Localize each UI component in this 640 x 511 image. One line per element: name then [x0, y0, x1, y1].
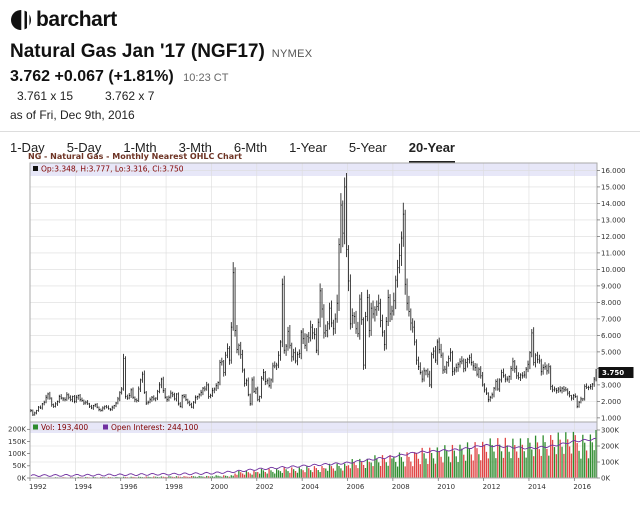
price-change: +0.067 — [54, 68, 104, 85]
tab-1-year[interactable]: 1-Year — [289, 140, 327, 155]
tab-1-mth[interactable]: 1-Mth — [123, 140, 157, 155]
chart-plot-area[interactable] — [30, 163, 597, 478]
svg-text:200K: 200K — [601, 442, 619, 450]
svg-text:2012: 2012 — [483, 483, 501, 491]
svg-text:11.000: 11.000 — [601, 249, 626, 257]
svg-text:100K: 100K — [8, 450, 26, 458]
svg-text:1996: 1996 — [120, 483, 138, 491]
tab-5-day[interactable]: 5-Day — [66, 140, 102, 155]
logo-text: barchart — [36, 8, 117, 31]
bid-size: 3.761 x 15 — [17, 89, 74, 103]
price-change-pct: (+1.81%) — [108, 68, 174, 85]
svg-text:1.000: 1.000 — [601, 414, 621, 422]
barchart-logo[interactable]: barchart — [10, 8, 630, 32]
ohlc-chart-svg[interactable]: 16.000 15.000 14.000 13.000 12.000 11.000 10.0… — [0, 150, 640, 506]
svg-text:3.750: 3.750 — [602, 369, 624, 377]
quote-price-row: 3.762 +0.067 (+1.81%) 10:23 CT — [10, 68, 630, 86]
svg-text:300K: 300K — [601, 426, 619, 434]
svg-text:12.000: 12.000 — [601, 233, 626, 241]
barchart-logo-icon — [11, 9, 31, 31]
svg-text:2006: 2006 — [347, 483, 365, 491]
svg-text:9.000: 9.000 — [601, 282, 621, 290]
tab-3-mth[interactable]: 3-Mth — [178, 140, 212, 155]
price-chart: 16.000 15.000 14.000 13.000 12.000 11.000 10.0… — [0, 150, 640, 506]
svg-text:1994: 1994 — [74, 483, 92, 491]
svg-text:13.000: 13.000 — [601, 216, 626, 224]
svg-text:2008: 2008 — [392, 483, 410, 491]
svg-text:7.000: 7.000 — [601, 315, 621, 323]
svg-text:Open Interest: 244,100: Open Interest: 244,100 — [111, 423, 198, 432]
svg-text:15.000: 15.000 — [601, 183, 626, 191]
svg-text:2004: 2004 — [301, 483, 319, 491]
svg-text:50K: 50K — [13, 462, 27, 470]
quote-time: 10:23 CT — [183, 72, 229, 84]
svg-text:150K: 150K — [8, 438, 26, 446]
svg-text:Op:3.348, H:3.777, Lo:3.316, C: Op:3.348, H:3.777, Lo:3.316, Cl:3.750 — [41, 165, 184, 174]
page-title: Natural Gas Jan '17 (NGF17) — [10, 41, 265, 62]
ask-size: 3.762 x 7 — [105, 89, 155, 103]
svg-text:2002: 2002 — [256, 483, 274, 491]
svg-text:10.000: 10.000 — [601, 266, 626, 274]
svg-text:3.000: 3.000 — [601, 381, 621, 389]
svg-text:0K: 0K — [17, 474, 26, 482]
svg-text:2014: 2014 — [528, 483, 546, 491]
svg-text:0K: 0K — [601, 474, 610, 482]
svg-text:14.000: 14.000 — [601, 200, 626, 208]
bid-ask-row: 3.761 x 15 3.762 x 7 — [17, 89, 630, 103]
svg-text:1992: 1992 — [29, 483, 47, 491]
svg-text:2000: 2000 — [210, 483, 228, 491]
svg-text:1998: 1998 — [165, 483, 183, 491]
tab-6-mth[interactable]: 6-Mth — [233, 140, 268, 155]
svg-text:100K: 100K — [601, 458, 619, 466]
svg-text:2.000: 2.000 — [601, 398, 621, 406]
svg-text:Vol: 193,400: Vol: 193,400 — [41, 423, 88, 432]
svg-text:200K: 200K — [8, 426, 26, 434]
timeframe-tabs: 1-Day 5-Day 1-Mth 3-Mth 6-Mth 1-Year 5-Year 20-… — [0, 131, 640, 163]
tab-1-day[interactable]: 1-Day — [10, 140, 45, 155]
svg-text:8.000: 8.000 — [601, 299, 621, 307]
tab-20-year[interactable]: 20-Year — [408, 140, 455, 163]
svg-text:2016: 2016 — [573, 483, 591, 491]
svg-text:2010: 2010 — [437, 483, 455, 491]
page-header: barchart Natural Gas Jan '17 (NGF17) NYM… — [0, 0, 640, 122]
as-of-date: as of Fri, Dec 9th, 2016 — [10, 108, 135, 122]
svg-text:5.000: 5.000 — [601, 348, 621, 356]
exchange-label: NYMEX — [271, 48, 313, 60]
svg-text:6.000: 6.000 — [601, 332, 621, 340]
svg-text:16.000: 16.000 — [601, 167, 626, 175]
tab-5-year[interactable]: 5-Year — [348, 140, 387, 155]
last-price: 3.762 — [10, 68, 51, 85]
svg-text:NG - Natural Gas - Monthly Nea: NG - Natural Gas - Monthly Nearest OHLC … — [28, 152, 242, 161]
